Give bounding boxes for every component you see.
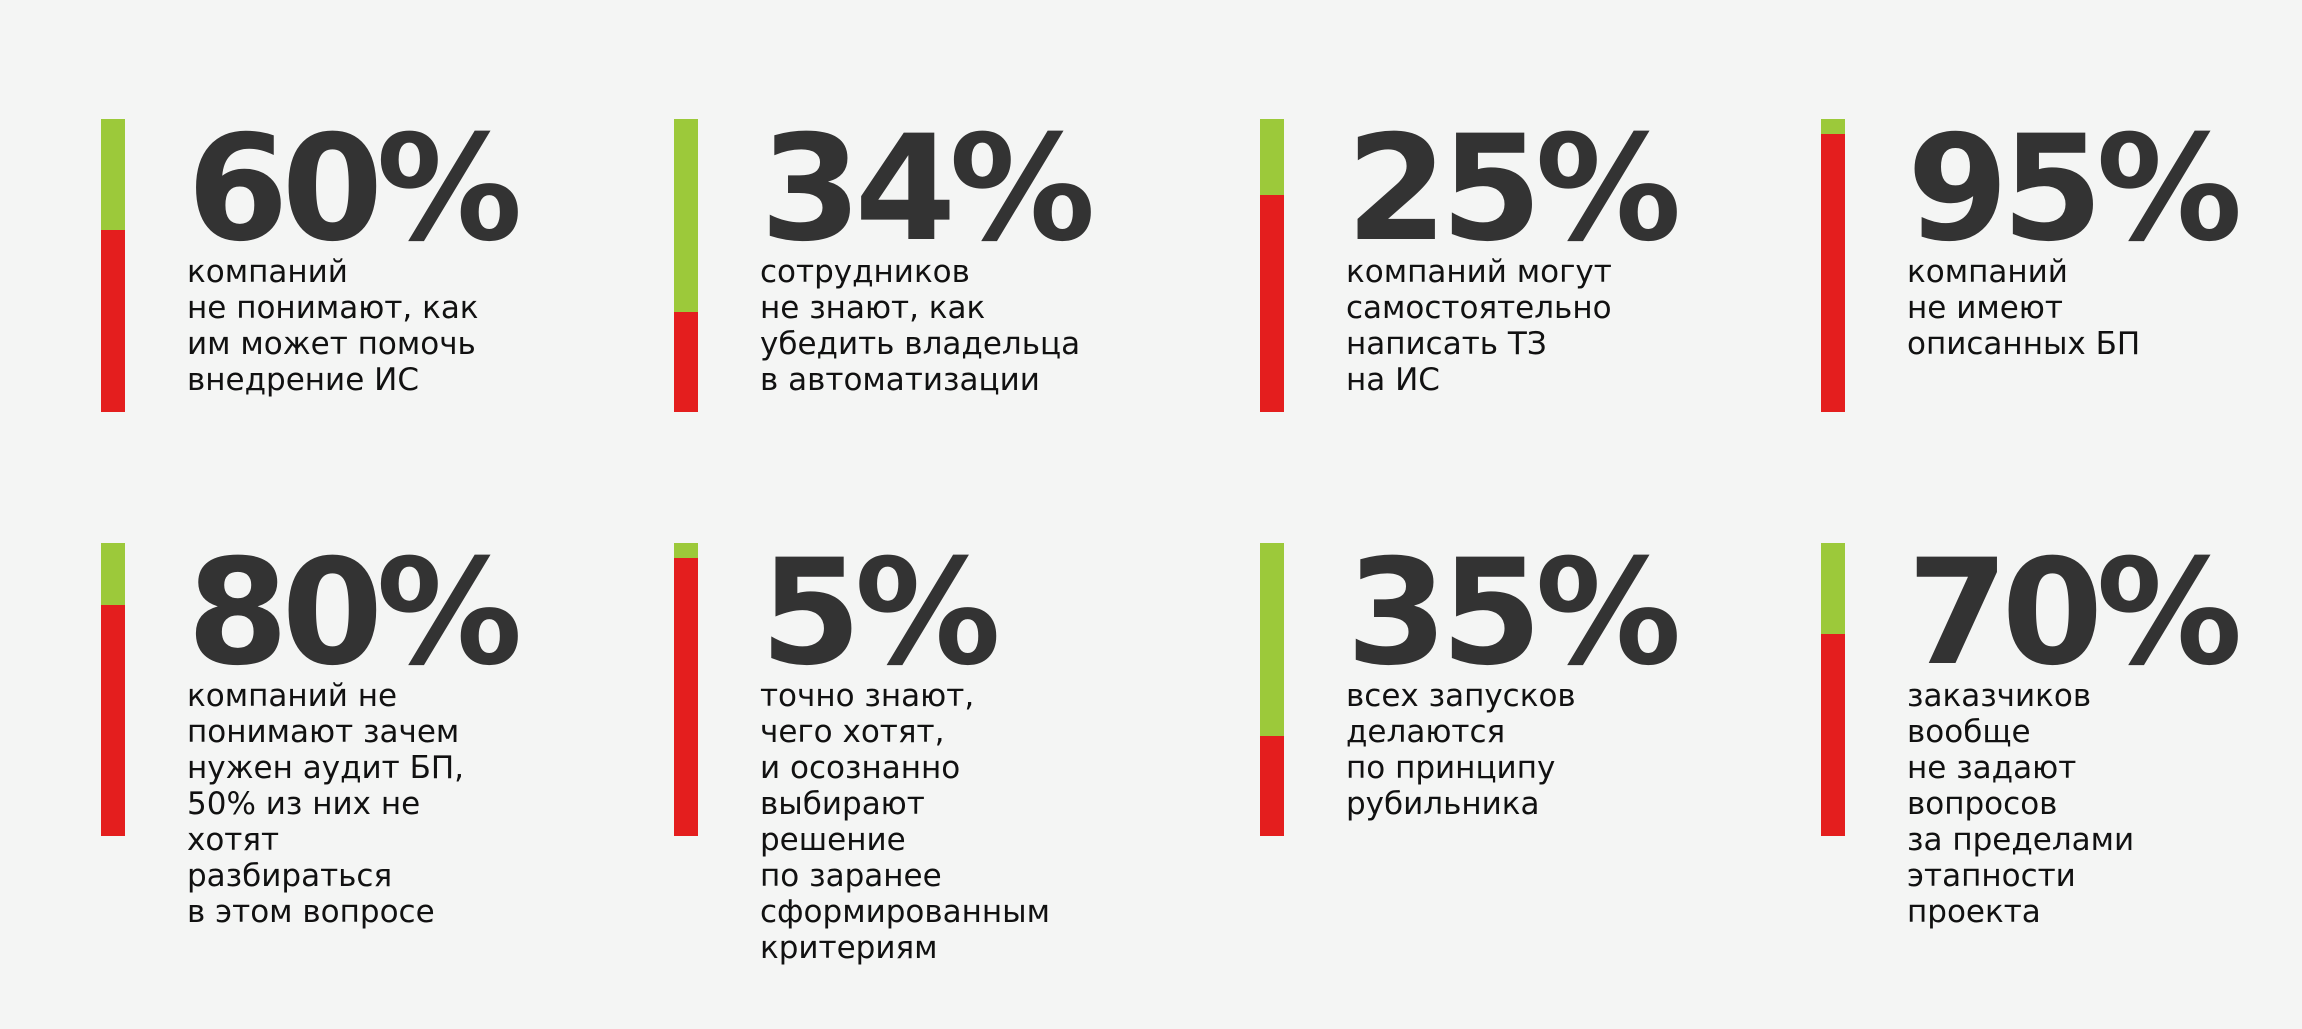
- caption-line: в автоматизации: [760, 362, 1040, 398]
- stat-bar-fill: [1821, 119, 1845, 134]
- caption-line: не понимают, как: [187, 290, 479, 326]
- stat-value: 34%: [760, 104, 1095, 274]
- stat-bar-fill: [101, 119, 125, 230]
- caption-line: чего хотят,: [760, 714, 945, 750]
- caption-line: не знают, как: [760, 290, 986, 326]
- caption-line: выбирают: [760, 786, 925, 822]
- caption-line: на ИС: [1346, 362, 1440, 398]
- stat-bar-fill: [1821, 543, 1845, 634]
- caption-line: этапности: [1907, 858, 2076, 894]
- caption-line: делаются: [1346, 714, 1506, 750]
- caption-line: сформированным: [760, 894, 1051, 930]
- caption-line: вообще: [1907, 714, 2031, 750]
- caption-line: решение: [760, 822, 906, 858]
- stat-value: 70%: [1907, 528, 2242, 698]
- caption-line: внедрение ИС: [187, 362, 419, 398]
- caption-line: не задают: [1907, 750, 2077, 786]
- stat-value: 35%: [1346, 528, 1681, 698]
- caption-line: сотрудников: [760, 254, 970, 290]
- caption-line: точно знают,: [760, 678, 975, 714]
- caption-line: разбираться: [187, 858, 393, 894]
- stat-bar-fill: [1260, 119, 1284, 195]
- caption-line: написать ТЗ: [1346, 326, 1547, 362]
- stat-caption: компаний не понимают зачем нужен аудит Б…: [187, 678, 517, 930]
- stat-value: 25%: [1346, 104, 1681, 274]
- caption-line: по заранее: [760, 858, 942, 894]
- stat-bar: [1260, 543, 1284, 836]
- stat-bar: [1821, 119, 1845, 412]
- stat-value: 5%: [760, 528, 1001, 698]
- caption-line: компаний: [187, 254, 348, 290]
- stat-caption: сотрудников не знают, как убедить владел…: [760, 254, 1090, 398]
- stat-bar-fill: [674, 119, 698, 312]
- stat-bar: [674, 119, 698, 412]
- caption-line: компаний не: [187, 678, 398, 714]
- caption-line: 50% из них не: [187, 786, 421, 822]
- caption-line: хотят: [187, 822, 280, 858]
- caption-line: вопросов: [1907, 786, 2058, 822]
- stat-bar-fill: [101, 543, 125, 605]
- stat-value: 95%: [1907, 104, 2242, 274]
- caption-line: критериям: [760, 930, 938, 966]
- stat-caption: точно знают, чего хотят, и осознанно выб…: [760, 678, 1090, 966]
- stat-caption: компаний могут самостоятельно написать Т…: [1346, 254, 1676, 398]
- caption-line: всех запусков: [1346, 678, 1576, 714]
- caption-line: убедить владельца: [760, 326, 1081, 362]
- caption-line: нужен аудит БП,: [187, 750, 465, 786]
- stat-bar: [1260, 119, 1284, 412]
- stat-bar-fill: [674, 543, 698, 558]
- stat-bar: [674, 543, 698, 836]
- stat-value: 60%: [187, 104, 522, 274]
- caption-line: заказчиков: [1907, 678, 2092, 714]
- stat-bar-fill: [1260, 543, 1284, 736]
- caption-line: компаний могут: [1346, 254, 1612, 290]
- stat-caption: всех запусков делаются по принципу рубил…: [1346, 678, 1676, 822]
- caption-line: за пределами: [1907, 822, 2135, 858]
- caption-line: по принципу: [1346, 750, 1556, 786]
- caption-line: компаний: [1907, 254, 2068, 290]
- caption-line: не имеют: [1907, 290, 2063, 326]
- caption-line: проекта: [1907, 894, 2041, 930]
- caption-line: понимают зачем: [187, 714, 460, 750]
- caption-line: самостоятельно: [1346, 290, 1612, 326]
- stat-caption: компаний не имеют описанных БП: [1907, 254, 2237, 362]
- caption-line: в этом вопросе: [187, 894, 435, 930]
- caption-line: и осознанно: [760, 750, 961, 786]
- stat-value: 80%: [187, 528, 522, 698]
- stat-bar: [101, 119, 125, 412]
- stat-bar: [1821, 543, 1845, 836]
- stat-caption: компаний не понимают, как им может помоч…: [187, 254, 517, 398]
- caption-line: описанных БП: [1907, 326, 2141, 362]
- caption-line: им может помочь: [187, 326, 476, 362]
- stat-caption: заказчиков вообще не задают вопросов за …: [1907, 678, 2237, 930]
- caption-line: рубильника: [1346, 786, 1540, 822]
- stat-bar: [101, 543, 125, 836]
